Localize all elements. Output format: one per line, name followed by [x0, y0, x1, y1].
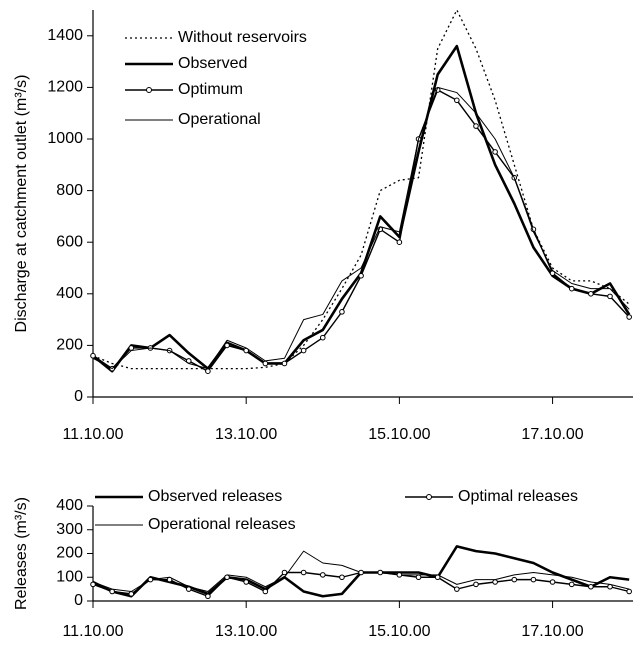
y-tick-label: 300 [56, 521, 83, 538]
y-tick-label: 400 [56, 497, 83, 514]
x-tick-label: 11.10.00 [62, 623, 123, 640]
series-marker [568, 581, 575, 588]
y-tick-label: 800 [56, 182, 83, 199]
series-marker [492, 579, 498, 585]
series-line [92, 9, 630, 370]
series-marker [415, 574, 422, 581]
series-line [92, 89, 630, 372]
x-tick-label: 17.10.00 [521, 623, 583, 640]
series-marker [339, 309, 345, 315]
series-marker [205, 593, 211, 600]
series-marker [166, 576, 173, 583]
y-tick-label: 100 [56, 568, 83, 585]
series-marker [434, 574, 441, 581]
series-marker [128, 591, 135, 597]
series-marker [224, 574, 230, 581]
y-tick-label: 400 [56, 285, 83, 302]
legend-label: Operational releases [148, 516, 296, 533]
legend-label: Optimal releases [458, 488, 578, 505]
legend-label: Operational [178, 111, 261, 128]
series-marker [607, 583, 613, 590]
y-tick-label: 200 [56, 545, 83, 562]
series-marker [109, 588, 115, 595]
y-tick-label: 1200 [47, 79, 83, 96]
series-marker [530, 576, 537, 583]
x-tick-label: 15.10.00 [368, 623, 430, 640]
series-marker [90, 581, 96, 588]
series-marker [568, 285, 575, 292]
series-marker [262, 588, 269, 595]
y-tick-label: 600 [56, 233, 83, 250]
series-marker [224, 342, 230, 349]
series-marker [185, 586, 192, 592]
series-marker [358, 272, 364, 279]
series-line [92, 44, 631, 373]
series-marker [588, 583, 594, 590]
series-marker [128, 345, 135, 351]
series-line [92, 571, 630, 597]
series-marker [511, 576, 518, 583]
x-tick-label: 13.10.00 [215, 623, 277, 640]
series-marker [626, 314, 632, 320]
series-marker [626, 588, 632, 595]
series-marker [492, 149, 498, 155]
y-tick-label: 0 [74, 388, 83, 405]
legend-label: Observed [178, 55, 247, 72]
y-tick-label: 200 [56, 337, 83, 354]
series-marker [358, 569, 364, 576]
series-marker [473, 123, 479, 129]
series-marker [588, 291, 594, 297]
series-marker [549, 579, 556, 585]
series-marker [377, 569, 384, 576]
y-axis-label: Discharge at catchment outlet (m³/s) [13, 75, 30, 333]
legend-label: Observed releases [148, 488, 282, 505]
series-marker [243, 579, 249, 585]
series-marker [396, 239, 403, 245]
legend-label: Without reservoirs [178, 29, 307, 46]
x-tick-label: 15.10.00 [368, 426, 430, 443]
series-line [92, 86, 630, 370]
series-marker [205, 368, 211, 375]
x-tick-label: 13.10.00 [215, 426, 277, 443]
series-marker [319, 572, 326, 578]
series-marker [319, 334, 326, 341]
legend-marker [146, 87, 152, 93]
series-marker [262, 360, 269, 367]
x-tick-label: 11.10.00 [62, 426, 123, 443]
series-marker [396, 572, 403, 578]
legend-label: Optimum [178, 81, 243, 98]
y-tick-label: 1000 [47, 130, 83, 147]
series-marker [339, 574, 345, 581]
series-marker [473, 581, 479, 588]
legend-marker [426, 494, 432, 500]
series-marker [147, 576, 154, 583]
series-marker [281, 360, 288, 367]
series-marker [90, 352, 96, 359]
x-tick-label: 17.10.00 [521, 426, 583, 443]
y-tick-label: 1400 [47, 27, 83, 44]
series-marker [300, 569, 307, 576]
series-marker [454, 586, 460, 592]
y-tick-label: 0 [74, 592, 83, 609]
y-axis-label: Releases (m³/s) [13, 497, 30, 610]
series-marker [607, 293, 613, 300]
series-marker [300, 347, 307, 354]
series-marker [281, 569, 288, 576]
series-marker [454, 97, 460, 104]
